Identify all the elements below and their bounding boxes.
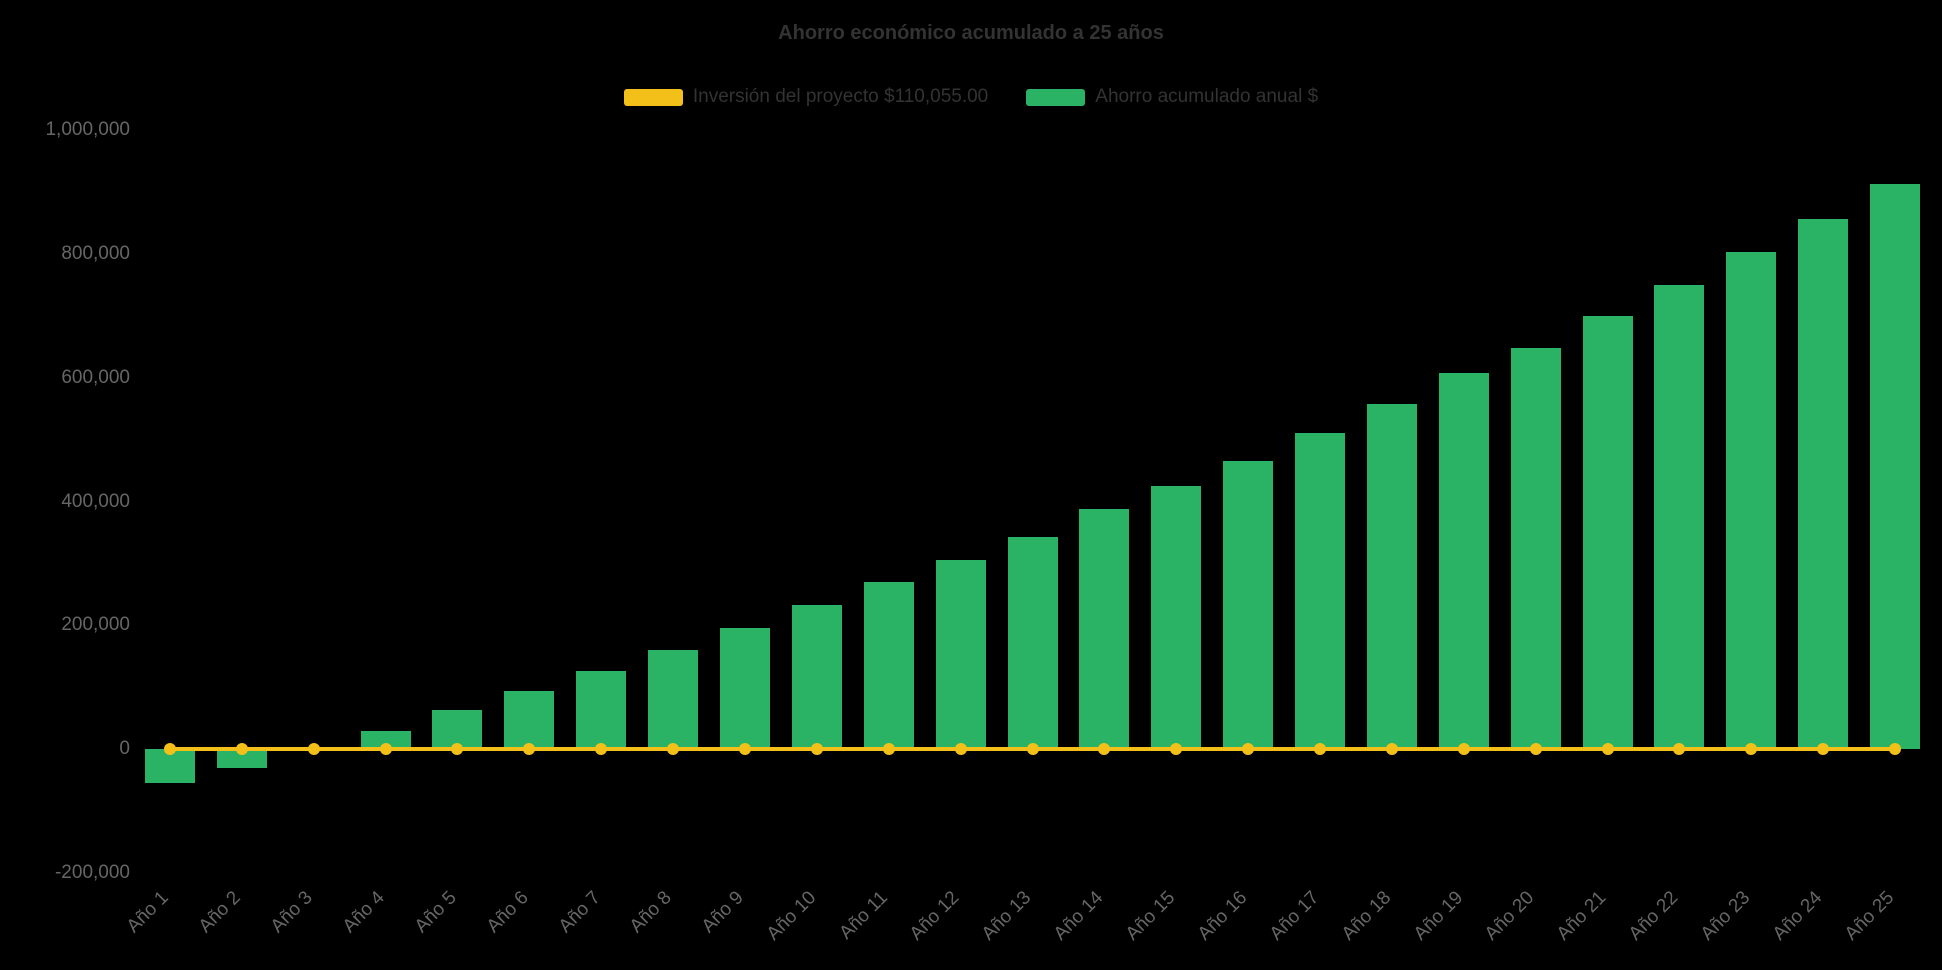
bar-año-24[interactable] <box>1798 218 1849 750</box>
legend-item-savings[interactable]: Ahorro acumulado anual $ <box>1026 86 1318 108</box>
bar-año-4[interactable] <box>360 730 411 750</box>
investment-line-marker[interactable] <box>379 743 392 756</box>
x-axis-tick-label: Año 13 <box>978 887 1036 945</box>
bar-año-7[interactable] <box>576 671 627 750</box>
bar-año-5[interactable] <box>432 710 483 750</box>
bar-año-2[interactable] <box>216 749 267 768</box>
y-axis-tick-label: -200,000 <box>54 862 130 884</box>
bar-año-10[interactable] <box>791 605 842 750</box>
x-axis-tick-label: Año 5 <box>410 887 461 938</box>
legend-swatch-savings-bar <box>1026 88 1086 106</box>
investment-line-marker[interactable] <box>1098 743 1111 756</box>
x-axis-tick-label: Año 20 <box>1481 887 1539 945</box>
x-axis-tick-label: Año 22 <box>1625 887 1683 945</box>
x-axis-tick-label: Año 12 <box>906 887 964 945</box>
x-axis-tick-label: Año 21 <box>1553 887 1611 945</box>
x-axis-tick-label: Año 4 <box>338 887 389 938</box>
bar-año-13[interactable] <box>1007 536 1058 750</box>
legend-label-savings: Ahorro acumulado anual $ <box>1095 86 1319 107</box>
investment-line-marker[interactable] <box>1170 743 1183 756</box>
legend-label-investment: Inversión del proyecto $110,055.00 <box>692 86 989 107</box>
bar-año-21[interactable] <box>1582 315 1633 750</box>
investment-line-marker[interactable] <box>1026 743 1039 756</box>
bar-año-11[interactable] <box>863 582 914 750</box>
bar-año-8[interactable] <box>648 650 699 750</box>
x-axis-tick-label: Año 15 <box>1121 887 1180 945</box>
x-axis-tick-label: Año 8 <box>626 887 677 938</box>
investment-line-marker[interactable] <box>738 743 751 756</box>
bar-año-14[interactable] <box>1079 509 1130 750</box>
legend: Inversión del proyecto $110,055.00 Ahorr… <box>0 86 1942 108</box>
bar-año-9[interactable] <box>719 627 770 750</box>
y-axis-tick-label: 1,000,000 <box>45 119 130 141</box>
bar-año-16[interactable] <box>1223 460 1274 750</box>
investment-line-marker[interactable] <box>163 743 176 756</box>
x-axis-tick-label: Año 1 <box>123 887 174 938</box>
investment-line-marker[interactable] <box>523 743 536 756</box>
investment-line-marker[interactable] <box>1673 743 1686 756</box>
bar-año-22[interactable] <box>1654 285 1705 750</box>
bar-año-17[interactable] <box>1295 433 1346 750</box>
bar-año-15[interactable] <box>1151 486 1202 750</box>
x-axis-tick-label: Año 10 <box>762 887 820 945</box>
investment-line-marker[interactable] <box>1242 743 1255 756</box>
investment-line-marker[interactable] <box>1889 743 1902 756</box>
legend-item-investment[interactable]: Inversión del proyecto $110,055.00 <box>623 86 989 108</box>
y-axis-tick-label: 600,000 <box>61 366 130 388</box>
y-axis-tick-label: 0 <box>119 738 130 760</box>
investment-line-marker[interactable] <box>451 743 464 756</box>
x-axis-tick-label: Año 7 <box>554 887 605 938</box>
bar-año-20[interactable] <box>1510 348 1561 750</box>
bar-año-19[interactable] <box>1438 373 1489 750</box>
investment-line-marker[interactable] <box>235 743 248 756</box>
x-axis-tick-label: Año 18 <box>1337 887 1395 945</box>
investment-line-marker[interactable] <box>1314 743 1327 756</box>
investment-line-marker[interactable] <box>810 743 823 756</box>
x-axis-tick-label: Año 25 <box>1840 887 1899 945</box>
x-axis-tick-label: Año 9 <box>698 887 749 938</box>
x-axis-tick-label: Año 23 <box>1696 887 1755 945</box>
y-axis-tick-label: 400,000 <box>61 490 130 512</box>
bar-año-18[interactable] <box>1366 404 1417 750</box>
investment-line-marker[interactable] <box>1385 743 1398 756</box>
x-axis-tick-label: Año 24 <box>1768 887 1827 945</box>
bar-año-6[interactable] <box>504 691 555 750</box>
x-axis-tick-label: Año 3 <box>266 887 317 938</box>
y-axis-tick-label: 200,000 <box>61 614 130 636</box>
x-axis-tick-label: Año 6 <box>482 887 533 938</box>
investment-line-marker[interactable] <box>1745 743 1758 756</box>
legend-swatch-investment-line <box>623 88 683 106</box>
chart-title: Ahorro económico acumulado a 25 años <box>778 22 1164 44</box>
x-axis-tick-label: Año 16 <box>1193 887 1252 945</box>
investment-line-marker[interactable] <box>1601 743 1614 756</box>
bar-año-23[interactable] <box>1726 252 1777 750</box>
x-axis-tick-label: Año 19 <box>1409 887 1467 945</box>
x-axis-tick-label: Año 14 <box>1050 887 1108 945</box>
investment-line-marker[interactable] <box>882 743 895 756</box>
investment-line-marker[interactable] <box>1529 743 1542 756</box>
investment-line-marker[interactable] <box>1457 743 1470 756</box>
bar-año-12[interactable] <box>935 559 986 750</box>
y-axis-tick-label: 800,000 <box>61 242 130 264</box>
x-axis-tick-label: Año 11 <box>835 887 892 944</box>
x-axis-tick-label: Año 17 <box>1265 887 1324 945</box>
investment-line-marker[interactable] <box>954 743 967 756</box>
investment-line-marker[interactable] <box>307 743 320 756</box>
investment-line-marker[interactable] <box>667 743 680 756</box>
bar-año-25[interactable] <box>1870 183 1921 750</box>
x-axis-tick-label: Año 2 <box>194 887 245 938</box>
investment-line-marker[interactable] <box>595 743 608 756</box>
investment-line-marker[interactable] <box>1817 743 1830 756</box>
